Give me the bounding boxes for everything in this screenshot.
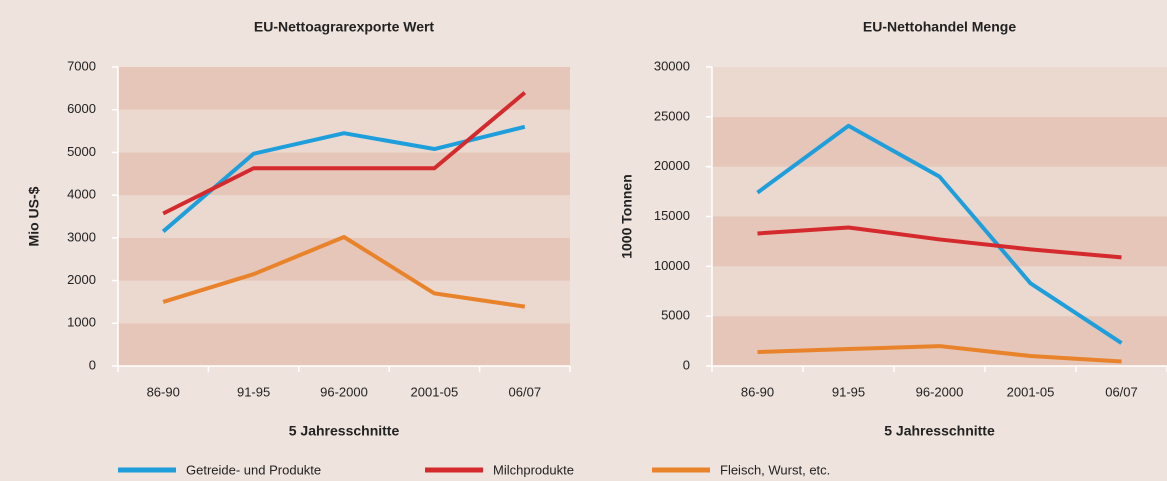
legend-label: Fleisch, Wurst, etc. bbox=[720, 462, 830, 477]
y-tick-label: 2000 bbox=[67, 272, 96, 287]
y-tick-label: 20000 bbox=[654, 158, 690, 173]
series-line bbox=[162, 235, 526, 309]
x-tick-label: 96-2000 bbox=[916, 384, 964, 399]
x-tick-label: 91-95 bbox=[237, 384, 270, 399]
x-tick-label: 06/07 bbox=[509, 384, 542, 399]
y-tick-label: 5000 bbox=[661, 308, 690, 323]
y-tick-label: 10000 bbox=[654, 258, 690, 273]
chart-title: EU-Nettohandel Menge bbox=[863, 19, 1016, 35]
y-tick-label: 3000 bbox=[67, 229, 96, 244]
plot-band bbox=[712, 116, 1167, 167]
x-axis-label: 5 Jahresschnitte bbox=[884, 423, 995, 439]
x-tick-label: 96-2000 bbox=[320, 384, 368, 399]
x-tick-label: 2001-05 bbox=[1007, 384, 1055, 399]
y-tick-label: 0 bbox=[683, 357, 690, 372]
series-line bbox=[757, 225, 1122, 260]
plot-band bbox=[118, 152, 570, 196]
y-tick-label: 30000 bbox=[654, 58, 690, 73]
y-tick-label: 1000 bbox=[67, 315, 96, 330]
legend-label: Getreide- und Produkte bbox=[186, 462, 321, 477]
y-axis-label: Mio US-$ bbox=[26, 186, 42, 246]
plot-band bbox=[118, 323, 570, 366]
x-tick-label: 2001-05 bbox=[411, 384, 459, 399]
y-tick-label: 5000 bbox=[67, 144, 96, 159]
series-line bbox=[162, 91, 527, 216]
plot-band bbox=[118, 195, 570, 238]
x-tick-label: 06/07 bbox=[1105, 384, 1138, 399]
plot-band bbox=[712, 266, 1167, 317]
y-tick-label: 7000 bbox=[67, 58, 96, 73]
plot-band bbox=[118, 67, 570, 110]
x-tick-label: 86-90 bbox=[147, 384, 180, 399]
y-tick-label: 4000 bbox=[67, 187, 96, 202]
x-axis-label: 5 Jahresschnitte bbox=[289, 423, 400, 439]
series-line bbox=[757, 344, 1122, 364]
y-tick-label: 25000 bbox=[654, 108, 690, 123]
y-tick-label: 6000 bbox=[67, 101, 96, 116]
chart-title: EU-Nettoagrarexporte Wert bbox=[254, 19, 435, 35]
x-tick-label: 86-90 bbox=[741, 384, 774, 399]
y-axis-label: 1000 Tonnen bbox=[619, 174, 635, 259]
series-line bbox=[756, 123, 1123, 345]
legend-label: Milchprodukte bbox=[493, 462, 574, 477]
y-tick-label: 15000 bbox=[654, 208, 690, 223]
y-tick-label: 0 bbox=[89, 357, 96, 372]
plot-band bbox=[118, 237, 570, 281]
plot-band bbox=[712, 67, 1167, 117]
x-tick-label: 91-95 bbox=[832, 384, 865, 399]
